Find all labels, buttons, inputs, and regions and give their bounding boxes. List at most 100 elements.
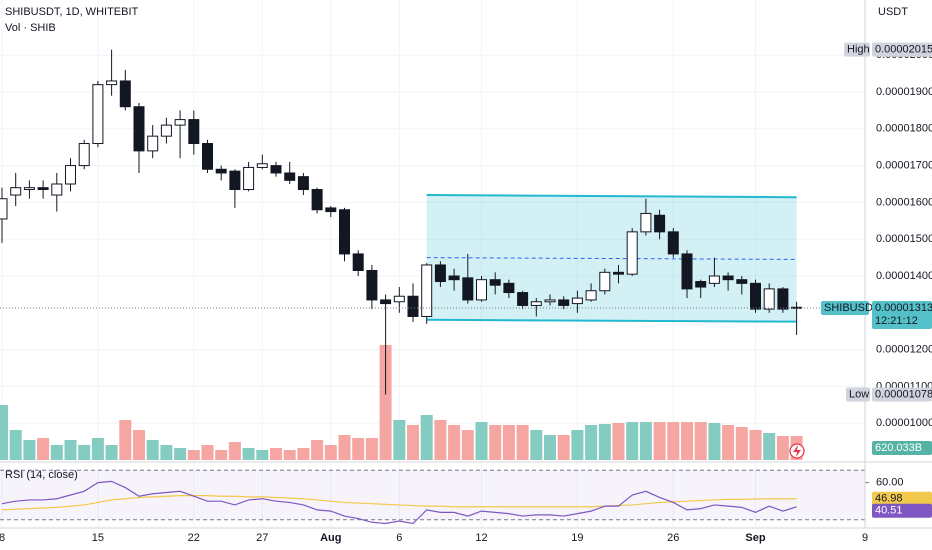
volume-bar [174,447,187,460]
volume-bar [352,437,365,460]
high-value-box [872,42,932,57]
volume-bar [420,415,433,460]
candle-body [174,119,186,126]
last-value-label: 0.00001313 [875,302,932,314]
candle-body [297,176,309,191]
channel-mid [426,257,797,260]
volume-last-box [872,440,932,455]
chart-title: SHIBUSDT, 1D, WHITEBIT [5,6,139,18]
volume-bar [735,427,748,460]
candle-body [681,253,693,290]
channel-bottom [426,318,797,323]
y-tick-label: 0.00001200 [876,344,932,356]
volume-bar [324,445,337,460]
low-value-label: 0.00001078 [875,388,932,400]
candle-body [78,143,90,167]
candle-body [750,282,761,310]
volume-bar [256,450,269,460]
candle-body [65,165,76,185]
volume-bar [557,435,570,460]
candle-body [339,209,350,255]
volume-bar [434,420,447,460]
y-tick-label: 0.00001400 [876,270,932,282]
volume-bar [722,425,735,460]
volume-bar [407,425,419,460]
candle-body [106,80,118,86]
x-tick-label: 9 [862,532,868,544]
volume-bar [242,447,255,460]
candle-body [654,214,666,233]
candle-body [613,271,624,275]
volume-bar [23,440,36,460]
candle-body [626,231,638,275]
rsi-title: RSI (14, close) [5,469,78,481]
candle-body [763,288,775,310]
y-tick-label: 0.00001500 [876,233,932,245]
candle-body [558,299,570,306]
candle-body [667,231,679,255]
rsi-ma-line [1,495,797,511]
volume-bar [187,450,200,460]
candle-body [10,187,22,196]
volume-title: Vol · SHIB [5,22,56,34]
volume-bar [653,422,666,460]
candle-body [434,264,446,283]
volume-bar [215,450,228,460]
high-name-label: High [847,44,870,56]
candle-body [517,292,529,306]
candle-body [23,187,35,191]
volume-bar [776,436,789,460]
candle-body [585,290,597,301]
rsi-line [1,480,797,525]
volume-bar [64,440,77,460]
low-name-box [846,387,870,402]
rsi-last-box [872,503,932,518]
candle-body [256,163,268,168]
candle-body [695,281,707,288]
x-tick-label: Aug [320,532,341,544]
volume-bar [365,437,378,460]
volume-bar [571,430,584,460]
candle-body [722,275,734,281]
candle-body [489,279,501,286]
volume-bar [393,420,406,460]
candle-body [284,172,296,181]
y-tick-label: 0.00001000 [876,417,932,429]
volume-bar [37,437,50,460]
x-tick-label: Sep [745,532,765,544]
volume-bar [119,420,132,460]
volume-bar [311,440,324,460]
volume-bar [270,447,282,460]
volume-bar [708,422,721,460]
volume-bar [160,445,173,460]
x-tick-label: 26 [667,532,679,544]
volume-bar [283,450,296,460]
volume-bar [338,435,351,460]
x-tick-label: 19 [571,532,583,544]
x-tick-label: 27 [256,532,268,544]
candle-body [160,124,172,137]
volume-bar [749,430,762,460]
volume-bar [50,445,63,460]
candle-body [777,288,789,310]
x-tick-label: 22 [188,532,200,544]
candle-body [243,166,255,191]
volume-bar [461,430,474,460]
x-tick-label: 6 [396,532,402,544]
candle-body [407,295,419,317]
alert-icon[interactable] [789,443,805,459]
high-value-label: 0.00002015 [875,44,932,56]
volume-bar [133,430,145,460]
candle-body [448,275,460,281]
volume-bar [379,345,392,460]
volume-bar [9,430,22,460]
countdown-label: 12:21:12 [875,315,918,327]
candle-body [51,183,63,196]
volume-bar [681,422,693,460]
y-tick-label: 0.00001800 [876,123,932,135]
last-name-box [821,301,869,316]
rsi-ma-last-box [872,491,932,506]
candle-body [202,143,213,170]
volume-bar [530,430,543,460]
